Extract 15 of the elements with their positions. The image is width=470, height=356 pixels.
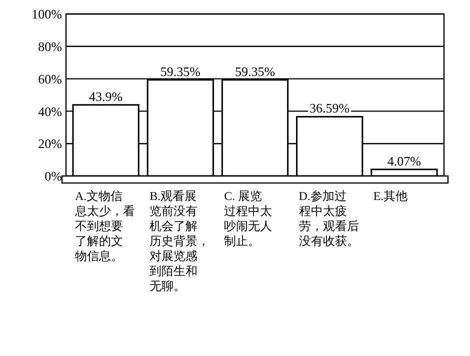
- x-tick-label: D.参加过程中太疲劳，观看后没有收获。: [298, 189, 359, 248]
- x-tick-label: C. 展览过程中太吵闹无人制止。: [224, 189, 272, 248]
- y-tick-label: 20%: [38, 136, 62, 152]
- y-tick-label: 40%: [38, 104, 62, 119]
- y-tick-label: 80%: [38, 38, 62, 54]
- data-label: 59.35%: [234, 64, 276, 79]
- x-tick-label: A.文物信息太少，看不到想要了解的文物信息。: [74, 189, 135, 263]
- y-tick-label: 100%: [32, 6, 62, 22]
- x-tick-label: B.观看展览前没有机会了解历史背景，对展览感到陌生和无聊。: [150, 189, 210, 293]
- y-tick-label: 0%: [44, 168, 62, 184]
- data-label: 4.07%: [387, 153, 422, 168]
- data-label: 43.9%: [89, 88, 123, 104]
- x-tick-label: E.其他: [373, 189, 408, 203]
- y-tick-label: 60%: [38, 71, 62, 86]
- data-label: 59.35%: [160, 64, 201, 79]
